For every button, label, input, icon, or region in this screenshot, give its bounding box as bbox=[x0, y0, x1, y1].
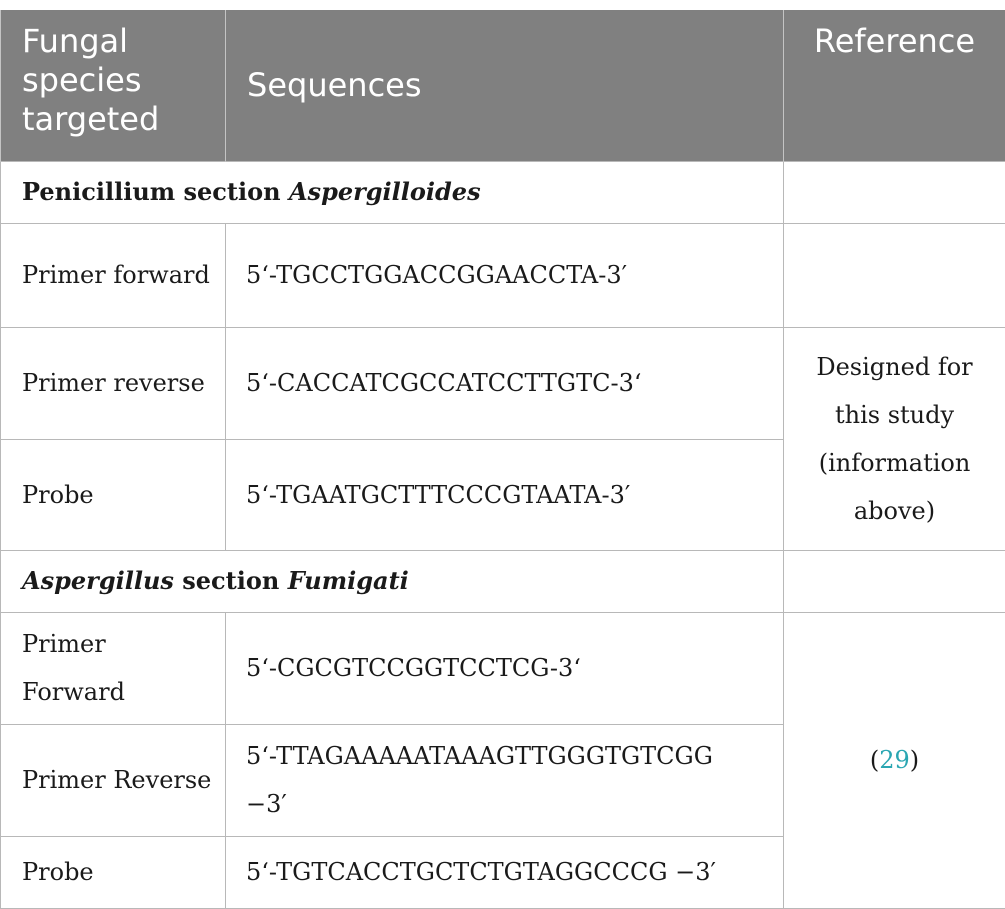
reference-link[interactable]: 29 bbox=[879, 746, 910, 774]
table-row: Primer reverse 5‘-CACCATCGCCATCCTTGTC-3‘… bbox=[1, 327, 1005, 439]
table-row: Primer forward 5‘-TGCCTGGACCGGAACCTA-3′ bbox=[1, 223, 1005, 327]
row-label: Primer forward bbox=[1, 223, 226, 327]
empty-cell bbox=[784, 550, 1005, 612]
section-title: Aspergillus section Fumigati bbox=[1, 550, 784, 612]
header-sequences: Sequences bbox=[226, 10, 784, 161]
row-label: Primer Reverse bbox=[1, 724, 226, 836]
sequence-cell: 5‘-CACCATCGCCATCCTTGTC-3‘ bbox=[226, 327, 784, 439]
empty-cell bbox=[784, 223, 1005, 327]
sequence-cell: 5‘-TGCCTGGACCGGAACCTA-3′ bbox=[226, 223, 784, 327]
row-label: Probe bbox=[1, 836, 226, 908]
empty-cell bbox=[784, 161, 1005, 223]
section-row-penicillium: Penicillium section Aspergilloides bbox=[1, 161, 1005, 223]
row-label: Probe bbox=[1, 439, 226, 550]
reference-cell: (29) bbox=[784, 612, 1005, 908]
section-row-aspergillus: Aspergillus section Fumigati bbox=[1, 550, 1005, 612]
sequence-cell: 5‘-CGCGTCCGGTCCTCG-3‘ bbox=[226, 612, 784, 724]
row-label: Primer reverse bbox=[1, 327, 226, 439]
header-reference: Reference bbox=[784, 10, 1005, 161]
sequence-cell: 5‘-TGTCACCTGCTCTGTAGGCCCG −3′ bbox=[226, 836, 784, 908]
section-title: Penicillium section Aspergilloides bbox=[1, 161, 784, 223]
sequence-cell: 5‘-TTAGAAAAATAAAGTTGGGTGTCGG−3′ bbox=[226, 724, 784, 836]
sequence-cell: 5‘-TGAATGCTTTCCCGTAATA-3′ bbox=[226, 439, 784, 550]
